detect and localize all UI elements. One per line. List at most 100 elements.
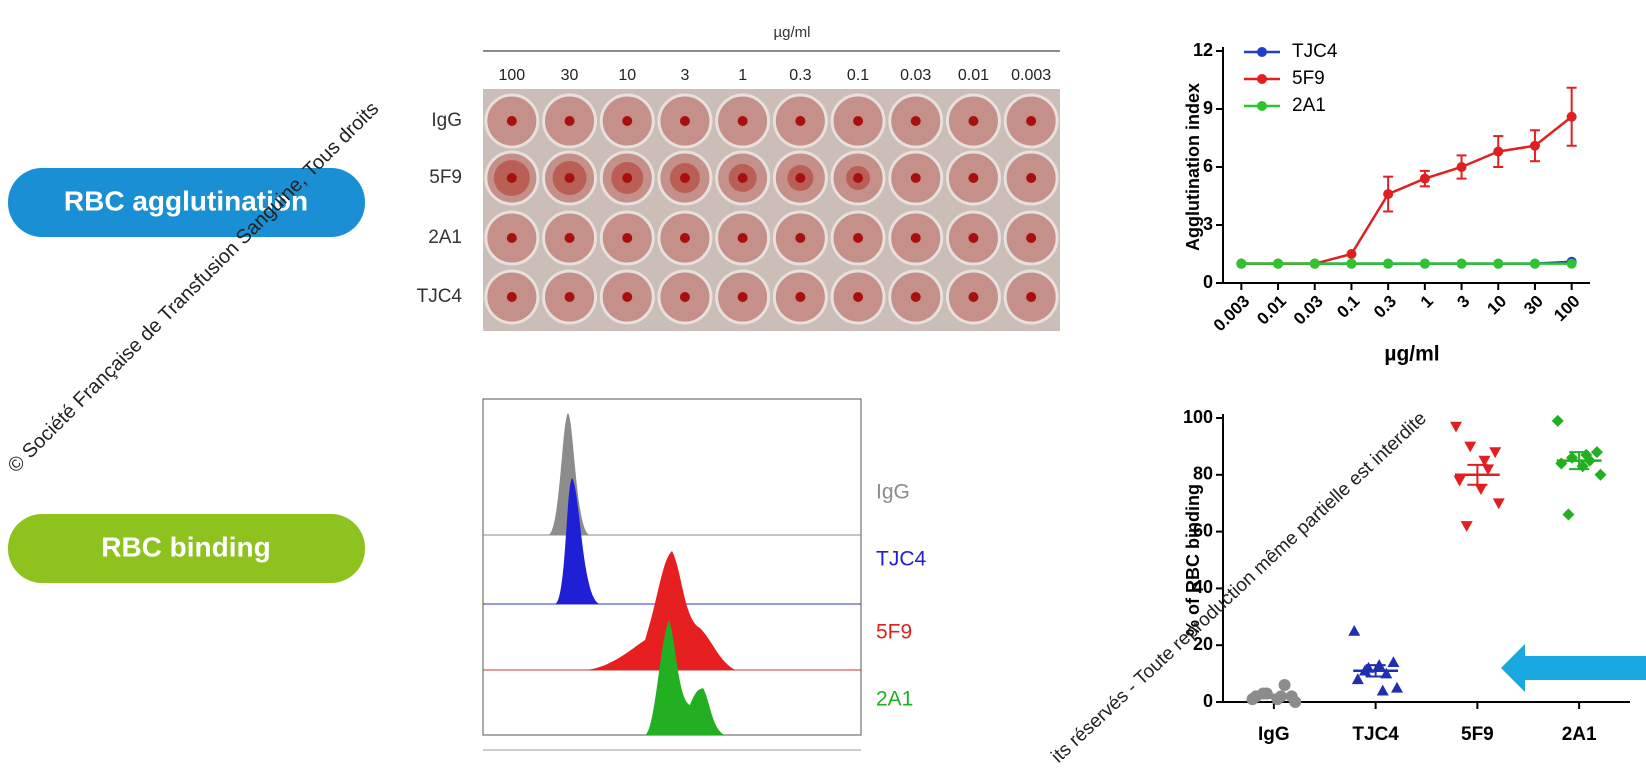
pellet	[679, 173, 690, 183]
concentration: 0.3	[789, 67, 811, 84]
pellet	[737, 173, 748, 183]
x-tick-label: 0.3	[1370, 292, 1400, 322]
point	[1493, 258, 1504, 269]
pellet	[853, 233, 864, 243]
point	[1551, 414, 1564, 427]
point	[1493, 146, 1504, 157]
point	[1383, 189, 1394, 200]
point	[1474, 484, 1487, 495]
x-tick-label: 0.003	[1210, 292, 1254, 336]
pellet	[1026, 233, 1037, 243]
point	[1289, 696, 1302, 708]
row-label: IgG	[431, 110, 462, 131]
pill-label: RBC agglutination	[64, 185, 308, 216]
point	[1562, 508, 1575, 521]
point	[1456, 162, 1467, 172]
concentration: 0.03	[900, 67, 931, 84]
x-tick-label: 5F9	[1461, 724, 1494, 745]
pellet	[853, 292, 864, 302]
concentration: 10	[618, 67, 636, 84]
peak	[548, 413, 590, 535]
pellet	[622, 116, 633, 126]
histogram-label: TJC4	[876, 548, 926, 571]
x-tick-label: 1	[1417, 292, 1437, 312]
pellet	[506, 173, 517, 183]
histogram-label: 5F9	[876, 621, 912, 644]
peak	[585, 551, 735, 670]
pellet	[910, 173, 921, 183]
point	[1482, 464, 1495, 476]
pill	[8, 514, 365, 583]
point	[1492, 498, 1505, 510]
pellet	[506, 292, 517, 302]
x-tick-label: TJC4	[1352, 724, 1399, 745]
x-tick-label: 0.03	[1290, 292, 1327, 329]
point	[1390, 681, 1403, 693]
x-tick-label: 100	[1550, 292, 1583, 325]
row-label: 2A1	[428, 227, 462, 248]
point	[1419, 173, 1430, 184]
x-tick-label: IgG	[1258, 724, 1290, 745]
unit-label: µg/ml	[774, 24, 811, 41]
pellet	[1026, 292, 1037, 302]
concentration: 3	[680, 67, 689, 84]
sem-bar	[1365, 664, 1386, 678]
legend-label: 5F9	[1292, 68, 1325, 89]
point	[1453, 475, 1466, 487]
point	[1450, 421, 1463, 433]
point	[1383, 258, 1394, 269]
x-tick-label: 0.1	[1333, 292, 1363, 322]
pellet	[679, 292, 690, 302]
sem-bar	[1467, 463, 1488, 486]
pellet	[1026, 173, 1037, 183]
pill	[8, 168, 365, 237]
y-tick-label: 20	[1193, 634, 1213, 654]
point	[1566, 258, 1577, 269]
x-tick-label: 2A1	[1562, 724, 1597, 745]
pellet	[679, 116, 690, 126]
legend-label: TJC4	[1292, 41, 1338, 62]
legend-label: 2A1	[1292, 95, 1326, 116]
pellet	[506, 116, 517, 126]
pellet	[968, 116, 979, 126]
pill-label: RBC binding	[101, 531, 271, 562]
pellet	[795, 233, 806, 243]
histogram-label: IgG	[876, 481, 910, 504]
point	[1348, 625, 1361, 636]
concentration: 30	[561, 67, 579, 84]
point	[1309, 258, 1320, 269]
y-tick-label: 80	[1193, 464, 1213, 484]
series-line	[1241, 115, 1573, 265]
pellet	[564, 292, 575, 302]
concentration: 100	[498, 67, 525, 84]
point	[1590, 446, 1603, 459]
point	[1566, 111, 1577, 122]
point	[1489, 447, 1502, 459]
point	[1346, 258, 1357, 269]
pellet	[1026, 116, 1037, 126]
point	[1376, 684, 1389, 696]
point	[1456, 258, 1467, 269]
sem-bar	[1263, 693, 1284, 700]
x-tick-label: 0.01	[1253, 292, 1290, 329]
concentration: 0.1	[847, 67, 869, 84]
point	[1346, 249, 1357, 259]
pellet	[910, 233, 921, 243]
pellet	[622, 233, 633, 243]
pellet	[679, 233, 690, 243]
peak	[555, 478, 600, 604]
sem-bar	[1569, 451, 1590, 471]
point	[1529, 140, 1540, 151]
concentration: 1	[738, 67, 747, 84]
y-tick-label: 9	[1203, 98, 1213, 118]
point	[1351, 673, 1364, 685]
pellet	[910, 292, 921, 302]
point	[1387, 656, 1400, 668]
pellet	[737, 233, 748, 243]
point	[1529, 258, 1540, 269]
pellet	[622, 292, 633, 302]
y-axis-label: % of RBC binding	[1183, 484, 1203, 636]
point	[1460, 521, 1473, 532]
watermark: its réservés - Toute reproduction même p…	[1048, 408, 1431, 767]
legend-marker	[1257, 74, 1267, 84]
